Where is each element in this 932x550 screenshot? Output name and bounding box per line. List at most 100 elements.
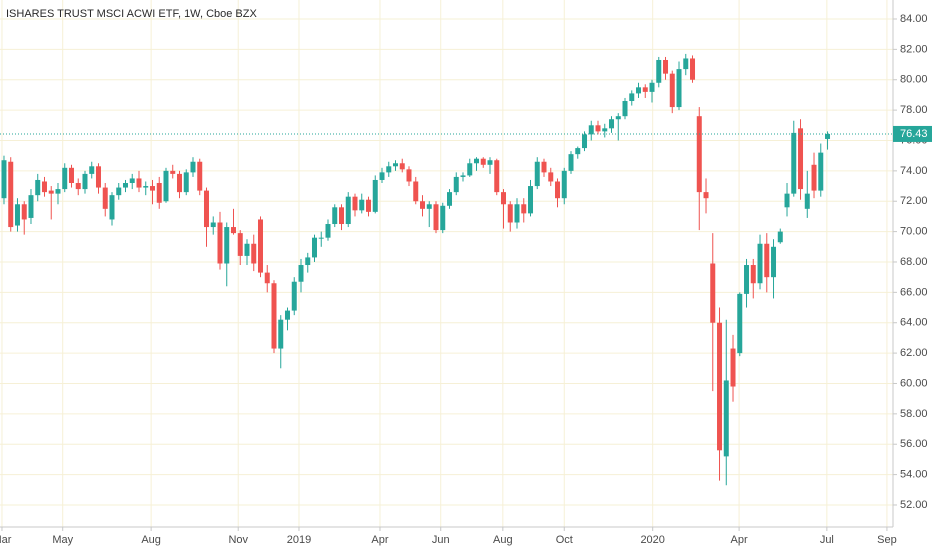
candle-body: [284, 310, 290, 320]
candle-body: [264, 272, 270, 284]
candle-body: [811, 164, 817, 191]
candle-body: [744, 265, 750, 294]
candle-body: [35, 179, 41, 196]
y-tick-label: 80.00: [900, 74, 928, 86]
candle-body: [136, 178, 142, 188]
candle-body: [217, 222, 223, 264]
candle-body: [190, 161, 196, 173]
candle-body: [406, 169, 412, 182]
x-tick-label: Jun: [432, 534, 450, 546]
candle-body: [690, 58, 696, 80]
candle-body: [48, 190, 54, 194]
y-tick-label: 54.00: [900, 469, 928, 481]
candle-body: [582, 134, 588, 149]
candle-body: [393, 163, 399, 167]
candle-body: [420, 201, 426, 209]
candle-body: [696, 116, 702, 193]
candle-body: [791, 132, 797, 194]
candle-body: [629, 93, 635, 101]
candle-body: [798, 128, 804, 190]
candle-body: [703, 192, 709, 199]
y-tick-label: 70.00: [900, 226, 928, 238]
candle-body: [237, 233, 243, 256]
candle-body: [642, 87, 648, 92]
candle-body: [82, 173, 88, 190]
x-tick-label: 2020: [640, 534, 664, 546]
candle-body: [21, 204, 27, 220]
candle-body: [636, 87, 642, 94]
candle-body: [156, 183, 162, 203]
candle-body: [311, 237, 317, 258]
candle-body: [467, 163, 473, 176]
candle-body: [149, 186, 155, 191]
candle-body: [521, 204, 527, 214]
candle-body: [129, 178, 135, 184]
candle-body: [278, 319, 284, 349]
x-tick-label: Oct: [556, 534, 573, 546]
last-price-box: [893, 125, 932, 142]
y-tick-label: 64.00: [900, 317, 928, 329]
candle-body: [750, 265, 756, 284]
candle-body: [588, 125, 594, 135]
candle-body: [109, 195, 115, 220]
candle-body: [399, 163, 405, 170]
candle-body: [494, 160, 500, 193]
y-tick-label: 84.00: [900, 13, 928, 25]
candle-body: [656, 59, 662, 83]
chart-title: ISHARES TRUST MSCI ACWI ETF, 1W, Cboe BZ…: [6, 8, 257, 20]
candle-body: [757, 243, 763, 284]
candle-body: [717, 322, 723, 451]
candle-body: [183, 172, 189, 193]
candle-body: [609, 119, 615, 129]
candle-body: [68, 167, 74, 184]
candle-body: [271, 283, 277, 349]
y-tick-label: 74.00: [900, 165, 928, 177]
candle-body: [804, 193, 810, 209]
x-tick-label: May: [52, 534, 73, 546]
candle-body: [305, 257, 311, 266]
candle-body: [541, 161, 547, 173]
last-price-label: 76.43: [900, 128, 928, 140]
candle-body: [615, 116, 621, 120]
candle-body: [210, 222, 216, 228]
candle-body: [453, 176, 459, 193]
candle-body: [595, 125, 601, 132]
candle-body: [143, 186, 149, 188]
x-tick-label: Nov: [228, 534, 248, 546]
candle-body: [602, 128, 608, 132]
candle-body: [548, 172, 554, 182]
candle-body: [116, 187, 122, 196]
x-tick-label: Apr: [371, 534, 388, 546]
y-tick-label: 62.00: [900, 347, 928, 359]
candle-body: [251, 243, 257, 264]
y-tick-label: 60.00: [900, 377, 928, 389]
candle-body: [764, 243, 770, 278]
candle-body: [649, 82, 655, 92]
candle-body: [777, 231, 783, 243]
x-tick-label: Apr: [731, 534, 748, 546]
candle-body: [1, 160, 7, 199]
candle-body: [55, 189, 61, 194]
candle-body: [170, 170, 176, 174]
candle-body: [386, 166, 392, 173]
candle-body: [95, 166, 101, 188]
y-tick-label: 68.00: [900, 256, 928, 268]
candle-body: [507, 204, 513, 223]
candle-body: [352, 196, 358, 211]
candle-body: [176, 173, 182, 193]
candle-body: [575, 148, 581, 155]
candle-body: [561, 170, 567, 199]
candle-body: [122, 183, 128, 188]
candle-body: [501, 192, 507, 205]
candle-body: [298, 265, 304, 282]
y-tick-label: 52.00: [900, 499, 928, 511]
candle-body: [102, 187, 108, 209]
candle-body: [622, 100, 628, 117]
candle-body: [359, 199, 365, 211]
candle-body: [433, 204, 439, 231]
candle-body: [825, 133, 831, 139]
candle-body: [487, 160, 493, 165]
candle-body: [784, 193, 790, 208]
